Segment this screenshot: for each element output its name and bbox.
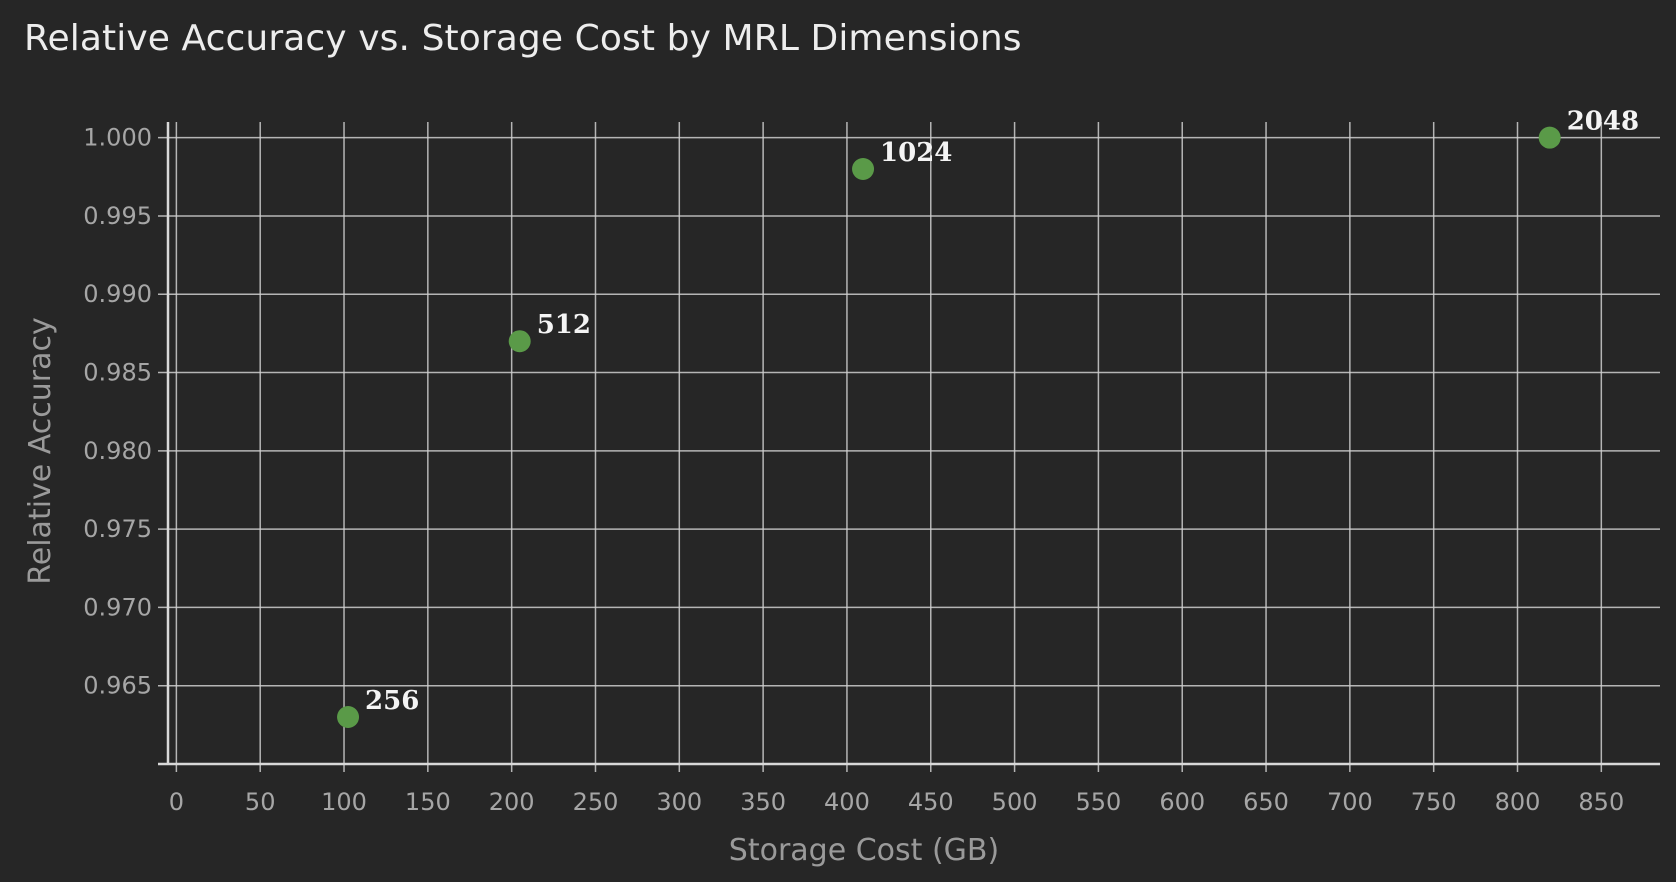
x-tick-label: 150 — [405, 788, 451, 816]
x-tick-label: 300 — [656, 788, 702, 816]
chart-title: Relative Accuracy vs. Storage Cost by MR… — [24, 18, 1022, 59]
x-tick-label: 600 — [1159, 788, 1205, 816]
x-tick-label: 50 — [245, 788, 276, 816]
x-tick-label: 750 — [1411, 788, 1457, 816]
x-tick-label: 0 — [169, 788, 184, 816]
data-point — [337, 706, 360, 729]
x-tick-label: 800 — [1495, 788, 1541, 816]
y-tick-label: 0.970 — [83, 593, 152, 621]
x-tick-label: 400 — [824, 788, 870, 816]
y-tick-label: 0.975 — [83, 515, 152, 543]
x-axis-title: Storage Cost (GB) — [729, 833, 999, 868]
y-tick-label: 0.990 — [83, 280, 152, 308]
y-axis-title: Relative Accuracy — [23, 317, 58, 584]
x-tick-label: 350 — [740, 788, 786, 816]
x-tick-label: 250 — [573, 788, 619, 816]
x-tick-label: 450 — [908, 788, 954, 816]
data-points: 256 512 1024 2048 — [337, 107, 1639, 729]
x-tick-label: 550 — [1075, 788, 1121, 816]
data-point — [852, 157, 875, 180]
data-point — [508, 330, 531, 353]
data-point-label: 512 — [537, 310, 591, 340]
axes — [158, 122, 1660, 766]
x-tick-label: 500 — [992, 788, 1038, 816]
x-tick-label: 850 — [1578, 788, 1624, 816]
x-tick-label: 700 — [1327, 788, 1373, 816]
y-tick-label: 1.000 — [83, 124, 152, 152]
y-tick-label: 0.995 — [83, 202, 152, 230]
data-point-label: 1024 — [880, 138, 952, 168]
x-tick-label: 200 — [489, 788, 535, 816]
data-point — [1538, 126, 1561, 149]
tick-labels: 0 50 100 150 200 250 300 350 400 450 500 550 600 650 7… — [83, 124, 1624, 816]
data-point-label: 2048 — [1567, 107, 1639, 137]
x-tick-label: 100 — [321, 788, 367, 816]
y-tick-label: 0.965 — [83, 672, 152, 700]
grid — [158, 122, 1660, 772]
x-tick-label: 650 — [1243, 788, 1289, 816]
data-point-label: 256 — [365, 686, 419, 716]
y-tick-label: 0.980 — [83, 437, 152, 465]
y-tick-label: 0.985 — [83, 359, 152, 387]
